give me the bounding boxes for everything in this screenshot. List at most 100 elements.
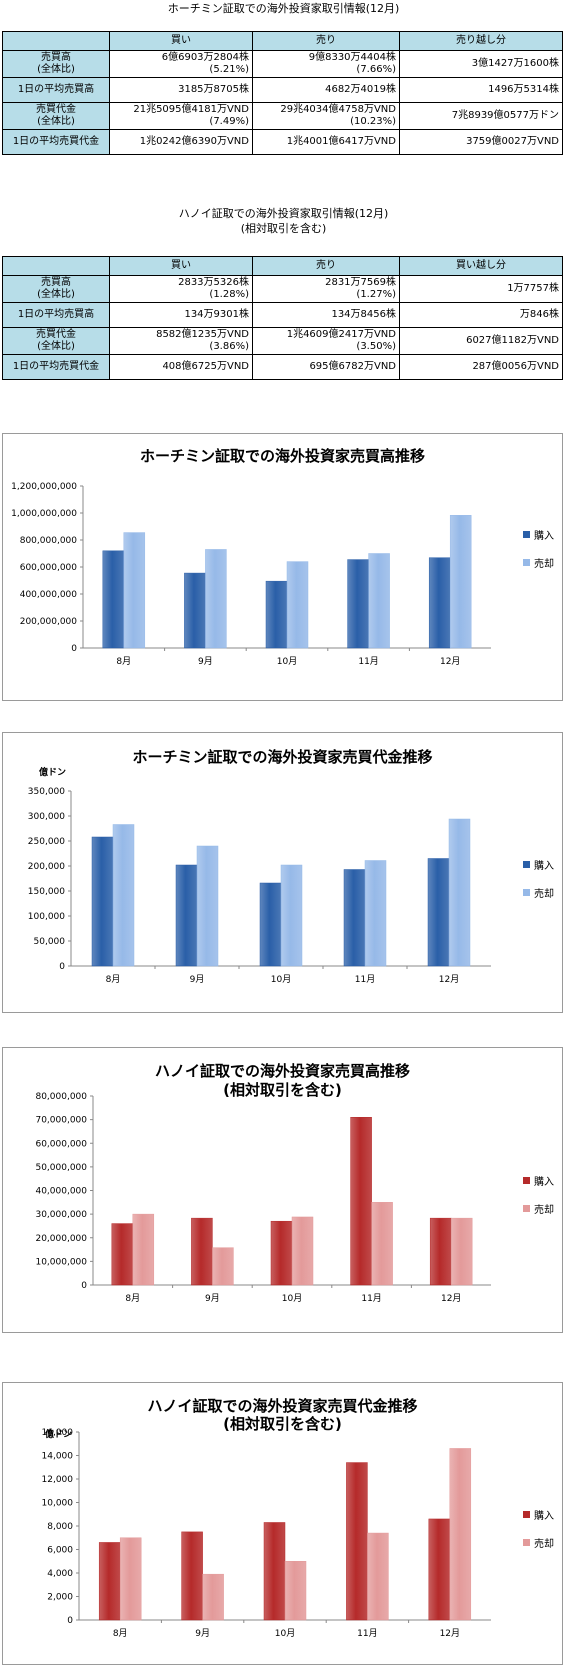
chart-hn-volume: 0 10,000,000 20,000,000 30,000,000 40,000,00… [2, 1047, 563, 1333]
bar-buy [429, 1217, 452, 1286]
bar-buy [428, 1518, 451, 1621]
legend-swatch [523, 1176, 530, 1184]
y-tick-label: 50,000,000 [35, 1163, 87, 1173]
y-tick-label: 0 [71, 644, 77, 654]
bar-buy [347, 559, 369, 649]
y-tick-label: 200,000,000 [20, 617, 78, 627]
header-cell: 買い [109, 256, 253, 276]
bar-sell [123, 532, 146, 649]
legend-item-sell: 売却 [523, 555, 554, 570]
chart-hcm-value: 0 50,000 100,000 150,000 200,000 250,000 300,0… [2, 732, 563, 1013]
legend-item-buy: 購入 [523, 527, 554, 542]
chart-legend: 購入 売却 [523, 1507, 554, 1563]
y-tick-label: 1,000,000,000 [11, 509, 77, 519]
x-tick-label: 8月 [116, 656, 131, 667]
x-tick-label: 11月 [355, 974, 375, 985]
y-tick-label: 0 [81, 1281, 87, 1291]
bar-buy [175, 864, 198, 967]
legend-swatch [523, 888, 530, 896]
bar-sell [196, 845, 219, 967]
y-tick-label: 150,000 [28, 887, 65, 897]
x-tick-label: 11月 [361, 1293, 381, 1304]
chart-svg: 0 2,000 4,000 6,000 8,000 10,000 12,000 14,000 1… [42, 1428, 491, 1639]
y-tick-label: 10,000,000 [35, 1257, 87, 1267]
y-tick-label: 4,000 [47, 1569, 73, 1579]
y-tick-label: 80,000,000 [35, 1092, 87, 1102]
buy-cell: 6億6903万2804株 (5.21%) [109, 50, 253, 78]
bar-buy [184, 572, 206, 649]
chart-hn-value: 0 2,000 4,000 6,000 8,000 10,000 12,000 14,000 1… [2, 1382, 563, 1665]
hn-info-table: 買い 売り 買い越し分 売買高 (全体比) 2833万5326株 (1.28%) 2… [2, 256, 563, 380]
header-cell: 売り [252, 256, 400, 276]
bar-sell [368, 553, 390, 649]
chart-svg: 0 200,000,000 400,000,000 600,000,000 800,00… [11, 482, 491, 667]
y-tick-label: 300,000 [28, 812, 65, 822]
bar-sell [280, 864, 303, 967]
bar-buy [263, 1522, 286, 1621]
legend-item-sell: 売却 [523, 1535, 554, 1550]
y-tick-label: 200,000 [28, 862, 65, 872]
legend-item-buy: 購入 [523, 1173, 554, 1188]
row-label: 売買高 (全体比) [2, 275, 110, 303]
chart-legend: 購入 売却 [523, 1173, 554, 1229]
bar-sell [449, 1448, 472, 1621]
bar-buy [181, 1531, 203, 1621]
legend-item-buy: 購入 [523, 857, 554, 872]
x-tick-label: 12月 [440, 656, 460, 667]
chart-unit-label: 億ドン [45, 1430, 73, 1440]
bar-sell [364, 860, 387, 967]
legend-item-sell: 売却 [523, 885, 554, 900]
bar-buy [350, 1117, 372, 1286]
table-header-row: 買い 売り 売り越し分 [2, 31, 563, 51]
sell-cell: 2831万7569株 (1.27%) [252, 275, 400, 303]
hn-table-title: ハノイ証取での海外投資家取引情報(12月) [178, 207, 389, 220]
row-label: 1日の平均売買高 [2, 302, 110, 328]
y-tick-label: 10,000 [42, 1499, 74, 1509]
y-tick-label: 60,000,000 [35, 1139, 87, 1149]
net-cell: 3億1427万1600株 [399, 50, 563, 78]
buy-cell: 21兆5095億4181万VND (7.49%) [109, 102, 253, 130]
bar-buy [98, 1542, 121, 1621]
bar-buy [191, 1217, 213, 1286]
hcm-table-title: ホーチミン証取での海外投資家取引情報(12月) [167, 2, 400, 15]
table-row: 売買代金 (全体比) 21兆5095億4181万VND (7.49%) 29兆403… [2, 102, 563, 130]
x-tick-label: 9月 [190, 974, 205, 985]
legend-item-buy: 購入 [523, 1507, 554, 1522]
x-tick-label: 8月 [125, 1293, 140, 1304]
bar-buy [259, 882, 282, 967]
net-cell: 万846株 [399, 302, 563, 328]
bar-buy [270, 1220, 293, 1286]
sell-cell: 134万8456株 [252, 302, 400, 328]
row-label: 1日の平均売買代金 [2, 129, 110, 155]
bar-sell [202, 1573, 224, 1621]
bar-sell [449, 515, 472, 649]
y-tick-label: 0 [67, 1616, 73, 1626]
chart-subtitle: (相対取引を含む) [223, 1415, 342, 1433]
table-row: 1日の平均売買高 134万9301株 134万8456株 万846株 [2, 302, 563, 328]
y-tick-label: 20,000,000 [35, 1234, 87, 1244]
bar-sell [205, 549, 227, 649]
y-tick-label: 30,000,000 [35, 1210, 87, 1220]
sell-cell: 1兆4609億2417万VND (3.50%) [252, 327, 400, 355]
bar-sell [119, 1537, 142, 1621]
x-tick-label: 12月 [441, 1293, 461, 1304]
x-tick-label: 10月 [282, 1293, 302, 1304]
buy-cell: 1兆0242億6390万VND [109, 129, 253, 155]
header-cell [2, 256, 110, 276]
x-tick-label: 10月 [277, 656, 297, 667]
hcm-info-table: 買い 売り 売り越し分 売買高 (全体比) 6億6903万2804株 (5.21%)… [2, 31, 563, 155]
sell-cell: 9億8330万4404株 (7.66%) [252, 50, 400, 78]
x-tick-label: 8月 [106, 974, 121, 985]
bar-buy [111, 1223, 134, 1286]
table-row: 1日の平均売買高 3185万8705株 4682万4019株 1496万5314… [2, 77, 563, 103]
bar-buy [102, 550, 125, 649]
bar-sell [367, 1532, 389, 1621]
net-cell: 3759億0027万VND [399, 129, 563, 155]
buy-cell: 408億6725万VND [109, 354, 253, 380]
x-tick-label: 12月 [439, 974, 459, 985]
bar-sell [132, 1213, 155, 1286]
bar-buy [428, 557, 451, 649]
row-label: 1日の平均売買高 [2, 77, 110, 103]
y-tick-label: 1,200,000,000 [11, 482, 77, 492]
bar-buy [343, 869, 366, 967]
